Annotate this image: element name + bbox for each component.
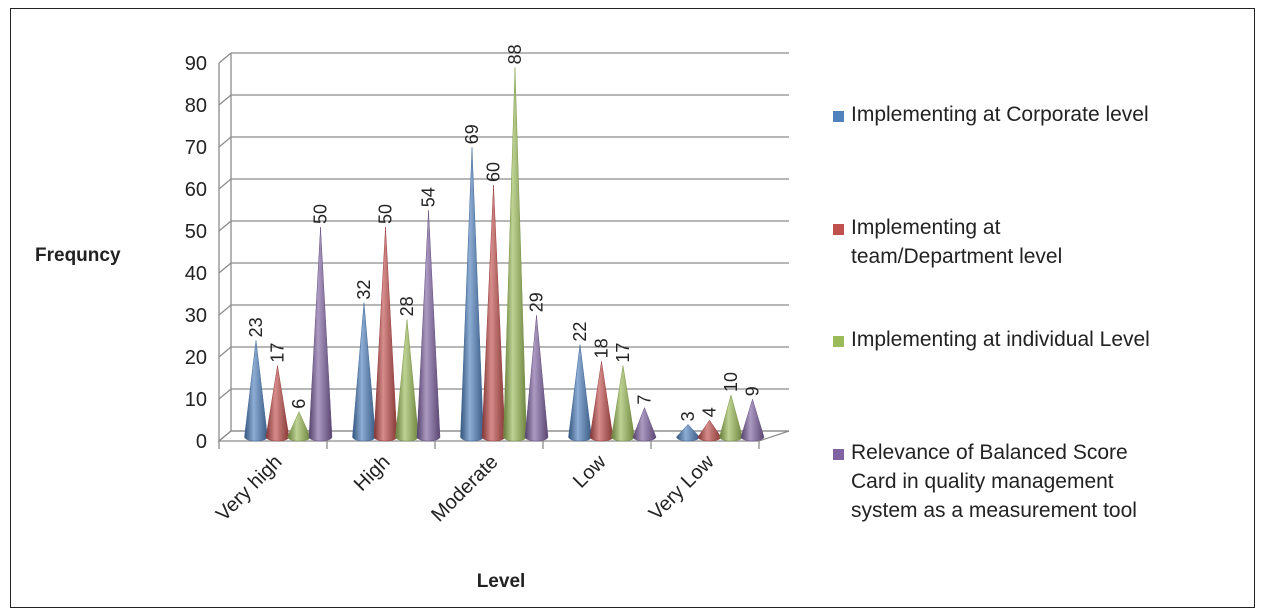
data-label: 17 bbox=[613, 343, 633, 363]
data-label: 88 bbox=[505, 44, 525, 64]
legend-swatch bbox=[833, 111, 844, 122]
side-wall-line bbox=[218, 304, 232, 316]
side-wall-line bbox=[218, 94, 232, 106]
x-axis-title: Level bbox=[477, 571, 526, 592]
data-label: 22 bbox=[570, 322, 590, 342]
x-category-label: Low bbox=[569, 451, 611, 493]
side-wall-line bbox=[218, 388, 232, 400]
data-label: 17 bbox=[268, 343, 288, 363]
bar-cone bbox=[395, 319, 419, 442]
x-category-label: Very high bbox=[212, 451, 287, 526]
y-tick-label: 60 bbox=[185, 179, 207, 201]
y-tick-label: 30 bbox=[185, 305, 207, 327]
bar-cone bbox=[740, 398, 765, 442]
y-tick-label: 70 bbox=[185, 137, 207, 159]
data-label: 3 bbox=[678, 411, 698, 421]
y-tick-label: 20 bbox=[185, 347, 207, 369]
data-label: 28 bbox=[397, 296, 417, 316]
x-category-label: Moderate bbox=[427, 451, 502, 526]
chart: 0 10 20 30 40 50 60 70 80 90 Very high High Moderat… bbox=[35, 44, 1150, 592]
data-label: 23 bbox=[246, 317, 266, 337]
y-tick-label: 50 bbox=[185, 221, 207, 243]
data-label: 4 bbox=[700, 407, 720, 417]
legend-label: Implementing at individual Level bbox=[851, 328, 1150, 351]
data-label: 60 bbox=[484, 162, 504, 182]
data-label: 69 bbox=[462, 124, 482, 144]
y-tick-label: 80 bbox=[185, 95, 207, 117]
data-label: 7 bbox=[635, 395, 655, 405]
side-wall-line bbox=[218, 346, 232, 358]
legend-swatch bbox=[833, 449, 844, 460]
bar-cone bbox=[524, 315, 549, 442]
bar-cone bbox=[719, 394, 743, 442]
bar-cone bbox=[568, 344, 592, 442]
bar-cone bbox=[611, 365, 635, 442]
side-wall-line bbox=[218, 52, 232, 64]
data-label: 29 bbox=[527, 292, 547, 312]
legend-label: Relevance of Balanced Score Card in quali… bbox=[851, 441, 1137, 522]
data-label: 9 bbox=[743, 386, 763, 396]
y-tick-label: 40 bbox=[185, 263, 207, 285]
chart-frame: 0 10 20 30 40 50 60 70 80 90 Very high High Moderat… bbox=[10, 8, 1255, 608]
x-category-label: Very Low bbox=[645, 451, 719, 525]
legend-label: Implementing at team/Department level bbox=[851, 216, 1062, 268]
bar-cone bbox=[287, 411, 311, 442]
side-wall-line bbox=[218, 136, 232, 148]
bar-cone bbox=[460, 147, 484, 442]
data-label: 32 bbox=[354, 280, 374, 300]
x-category-label: High bbox=[350, 451, 395, 496]
data-label: 54 bbox=[419, 187, 439, 207]
bar-cone bbox=[503, 67, 527, 442]
bar-cone bbox=[481, 184, 506, 442]
bars-layer bbox=[244, 67, 765, 442]
legend: Implementing at Corporate level Implement… bbox=[833, 103, 1150, 522]
bar-cone bbox=[265, 365, 290, 442]
bar-cone bbox=[416, 210, 441, 442]
bar-cone bbox=[676, 424, 700, 442]
bar-cone bbox=[244, 340, 268, 442]
data-label: 50 bbox=[311, 204, 331, 224]
data-label: 50 bbox=[376, 204, 396, 224]
side-wall-line bbox=[218, 220, 232, 232]
data-label: 10 bbox=[721, 372, 741, 392]
bar-cone bbox=[352, 302, 376, 442]
bar-cone bbox=[632, 406, 657, 442]
data-label: 18 bbox=[592, 338, 612, 358]
bar-cone bbox=[589, 361, 614, 442]
y-tick-label: 10 bbox=[185, 389, 207, 411]
labels-layer: Very high High Moderate Low Very Low23176503… bbox=[212, 44, 762, 526]
side-wall-line bbox=[218, 262, 232, 274]
legend-swatch bbox=[833, 336, 844, 347]
y-tick-label: 0 bbox=[196, 431, 207, 453]
data-label: 6 bbox=[289, 399, 309, 409]
bar-cone bbox=[308, 226, 333, 442]
legend-label: Implementing at Corporate level bbox=[851, 103, 1149, 126]
legend-swatch bbox=[833, 224, 844, 235]
y-axis-title: Frequncy bbox=[35, 245, 121, 266]
bar-cone bbox=[373, 226, 398, 442]
side-wall-line bbox=[218, 178, 232, 190]
y-tick-label: 90 bbox=[185, 53, 207, 75]
